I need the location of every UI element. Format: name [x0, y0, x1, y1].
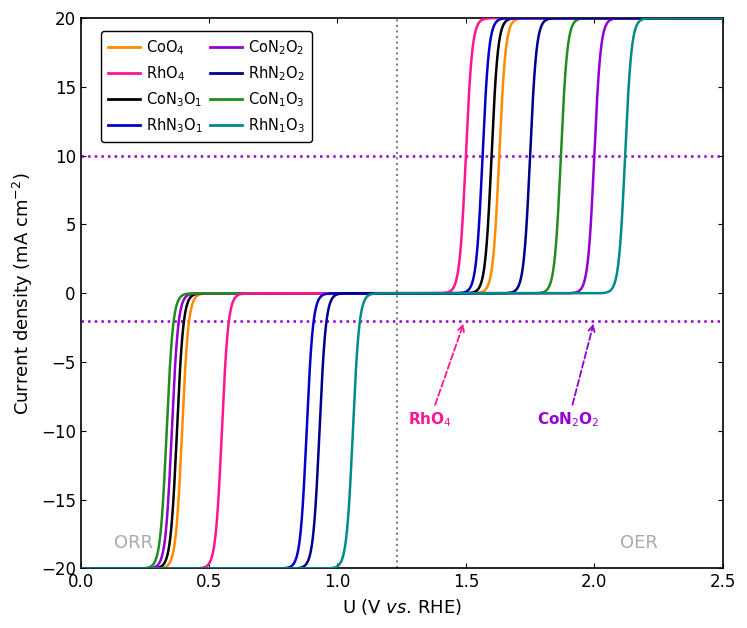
Legend: CoO$_4$, RhO$_4$, CoN$_3$O$_1$, RhN$_3$O$_1$, CoN$_2$O$_2$, RhN$_2$O$_2$, CoN$_1: CoO$_4$, RhO$_4$, CoN$_3$O$_1$, RhN$_3$O…: [101, 31, 312, 142]
X-axis label: U (V $\it{vs}$. RHE): U (V $\it{vs}$. RHE): [341, 597, 462, 617]
Text: ORR: ORR: [114, 534, 153, 552]
Text: CoN$_2$O$_2$: CoN$_2$O$_2$: [537, 325, 600, 429]
Text: RhO$_4$: RhO$_4$: [408, 325, 464, 429]
Y-axis label: Current density (mA cm$^{-2}$): Current density (mA cm$^{-2}$): [11, 172, 35, 414]
Text: OER: OER: [620, 534, 658, 552]
